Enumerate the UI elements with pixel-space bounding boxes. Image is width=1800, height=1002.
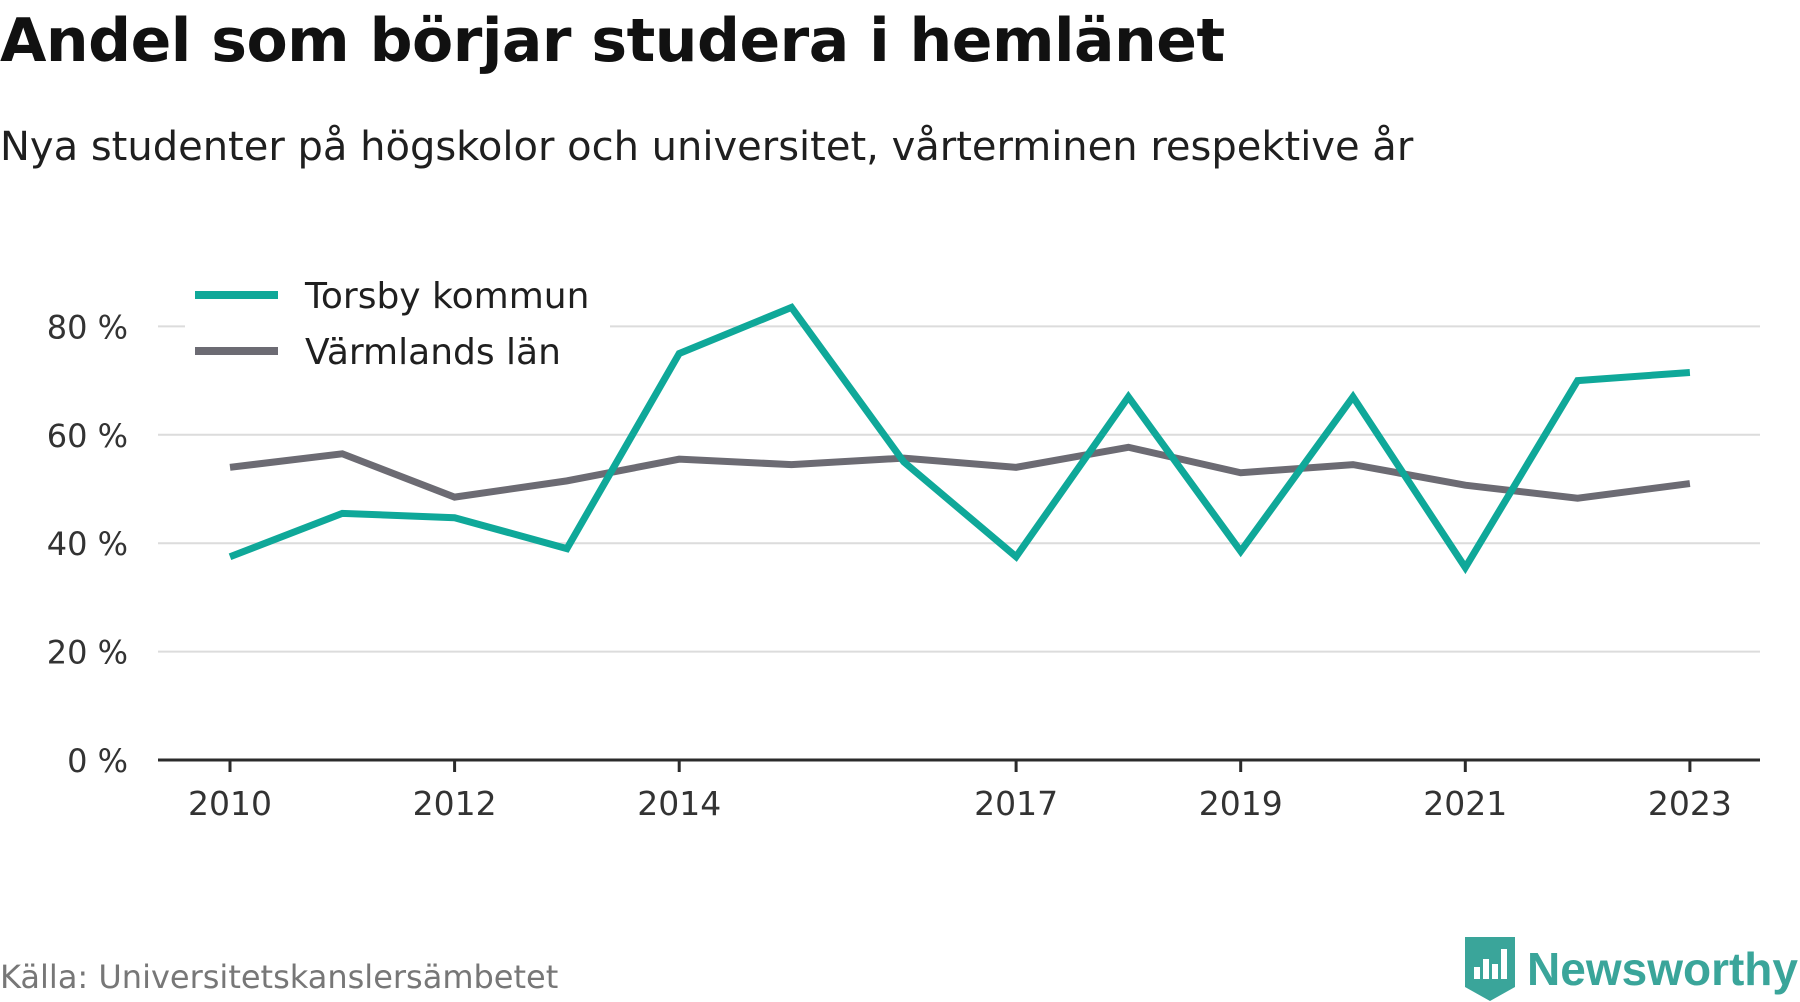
y-tick-label: 40 % [47,525,128,563]
series-line-torsby-kommun [228,303,1691,575]
y-tick-label: 80 % [47,308,128,346]
line-chart: 0 % 20 % 40 % 60 % 80 % 2010 2012 2014 2017 2019… [46,268,1760,823]
legend-label: Värmlands län [305,332,561,373]
brand-logo[interactable]: Newsworthy [1465,936,1798,1002]
y-tick-label: 0 % [67,742,128,780]
brand-name: Newsworthy [1527,943,1798,995]
bar-chart-tag-icon [1465,937,1516,1001]
y-tick-label: 20 % [47,634,128,672]
x-tick-label: 2010 [188,784,272,823]
x-tick-label: 2019 [1199,784,1283,823]
legend-background [185,268,610,378]
x-tick-label: 2023 [1648,784,1732,823]
x-tick-label: 2014 [637,784,721,823]
source-note: Källa: Universitetskanslersämbetet [0,958,559,996]
chart-subtitle: Nya studenter på högskolor och universit… [0,124,1414,170]
x-tick-label: 2012 [413,784,497,823]
y-tick-label: 60 % [47,417,128,455]
chart-title: Andel som börjar studera i hemlänet [0,6,1225,76]
x-tick-label: 2017 [974,784,1058,823]
series-line-värmlands-län [229,443,1691,502]
x-tick-label: 2021 [1423,784,1507,823]
legend-label: Torsby kommun [304,276,589,317]
